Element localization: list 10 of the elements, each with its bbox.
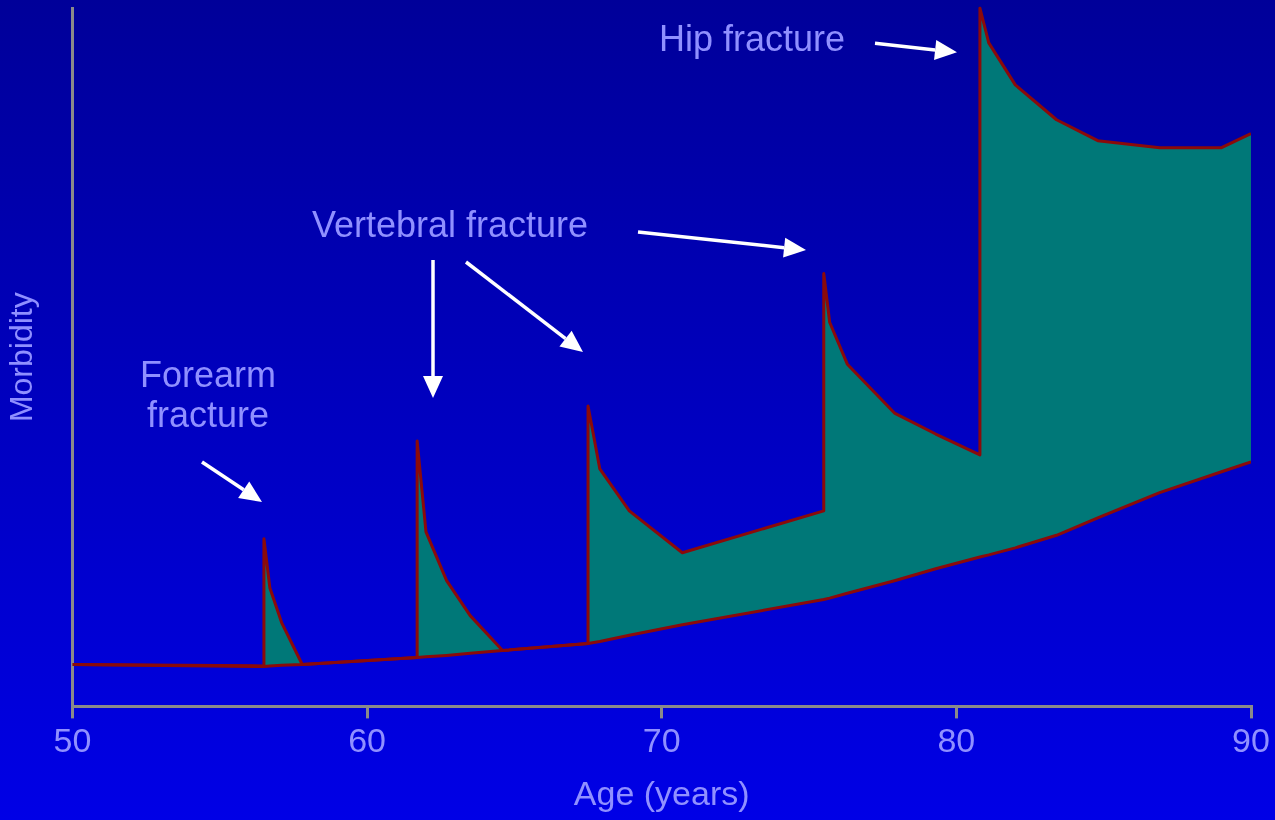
annotation: Vertebral fracture <box>310 204 590 245</box>
y-axis-title: Morbidity <box>3 292 40 423</box>
annotation: Hip fracture <box>657 18 847 59</box>
annotation: Forearm fracture <box>139 354 277 435</box>
x-tick-label: 60 <box>348 721 386 760</box>
x-tick-label: 70 <box>642 721 681 760</box>
x-tick-label: 50 <box>53 721 92 760</box>
x-tick-label: 90 <box>1232 721 1270 760</box>
x-axis-title: Age (years) <box>573 773 750 812</box>
x-tick-label: 80 <box>937 721 976 760</box>
